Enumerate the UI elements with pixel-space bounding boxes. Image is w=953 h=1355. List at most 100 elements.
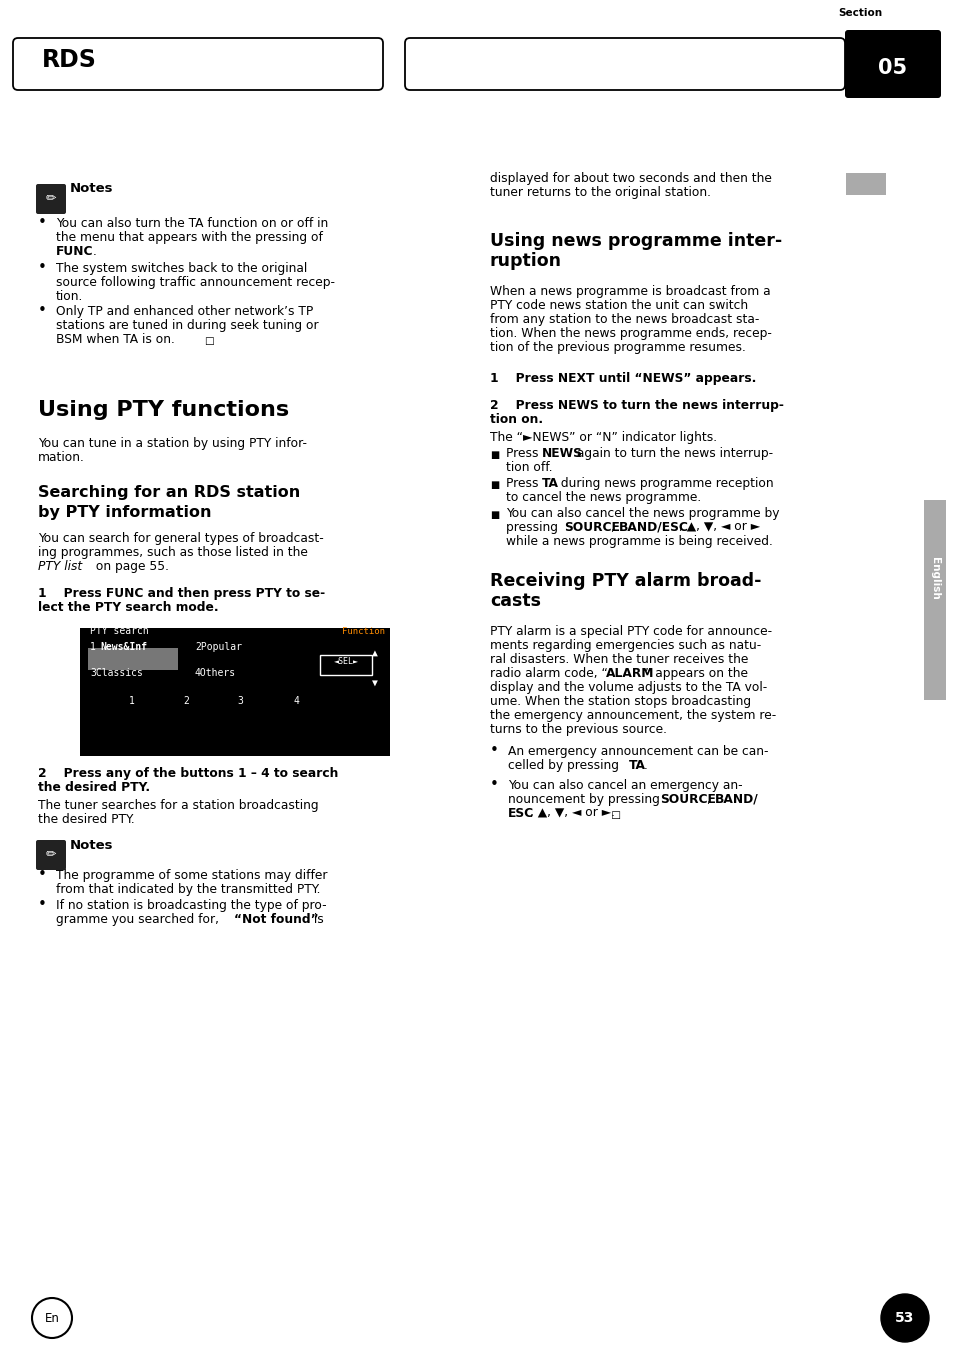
Text: When a news programme is broadcast from a: When a news programme is broadcast from …	[490, 285, 770, 298]
Text: Function: Function	[341, 627, 385, 635]
Text: casts: casts	[490, 592, 540, 610]
Text: BSM when TA is on.: BSM when TA is on.	[56, 333, 174, 346]
Text: mation.: mation.	[38, 451, 85, 463]
Text: .: .	[92, 245, 97, 257]
Text: ral disasters. When the tuner receives the: ral disasters. When the tuner receives t…	[490, 653, 747, 667]
Text: ■: ■	[490, 509, 498, 520]
Text: Using news programme inter-: Using news programme inter-	[490, 232, 781, 251]
Text: tion off.: tion off.	[505, 461, 552, 474]
Text: You can also turn the TA function on or off in: You can also turn the TA function on or …	[56, 217, 328, 230]
Text: during news programme reception: during news programme reception	[557, 477, 773, 491]
Text: is: is	[310, 913, 323, 925]
Text: tuner returns to the original station.: tuner returns to the original station.	[490, 186, 710, 199]
Text: from that indicated by the transmitted PTY.: from that indicated by the transmitted P…	[56, 883, 320, 896]
Text: •: •	[490, 776, 498, 793]
Text: The system switches back to the original: The system switches back to the original	[56, 262, 307, 275]
Text: Press: Press	[505, 447, 542, 459]
Text: •: •	[38, 897, 47, 912]
Text: 2Popular: 2Popular	[194, 642, 242, 652]
Text: tion of the previous programme resumes.: tion of the previous programme resumes.	[490, 341, 745, 354]
Text: from any station to the news broadcast sta-: from any station to the news broadcast s…	[490, 313, 759, 327]
Text: The tuner searches for a station broadcasting: The tuner searches for a station broadca…	[38, 799, 318, 812]
Text: The programme of some stations may differ: The programme of some stations may diffe…	[56, 869, 327, 882]
Text: 1: 1	[129, 696, 134, 706]
Text: to cancel the news programme.: to cancel the news programme.	[505, 491, 700, 504]
Text: the menu that appears with the pressing of: the menu that appears with the pressing …	[56, 230, 322, 244]
Text: 1    Press NEXT until “NEWS” appears.: 1 Press NEXT until “NEWS” appears.	[490, 373, 756, 385]
Text: PTY code news station the unit can switch: PTY code news station the unit can switc…	[490, 299, 747, 312]
Text: tion on.: tion on.	[490, 413, 542, 425]
Text: stations are tuned in during seek tuning or: stations are tuned in during seek tuning…	[56, 318, 318, 332]
Text: Press: Press	[505, 477, 542, 491]
Text: while a news programme is being received.: while a news programme is being received…	[505, 535, 772, 547]
Text: Notes: Notes	[70, 182, 113, 195]
Text: ments regarding emergencies such as natu-: ments regarding emergencies such as natu…	[490, 640, 760, 652]
Text: ✏: ✏	[46, 848, 56, 862]
Text: PTY search: PTY search	[90, 626, 149, 635]
Text: the desired PTY.: the desired PTY.	[38, 813, 134, 827]
Text: An emergency announcement can be can-: An emergency announcement can be can-	[507, 745, 768, 757]
Text: by PTY information: by PTY information	[38, 505, 212, 520]
Text: If no station is broadcasting the type of pro-: If no station is broadcasting the type o…	[56, 898, 326, 912]
Text: ✏: ✏	[46, 192, 56, 206]
Text: pressing: pressing	[505, 522, 561, 534]
Text: •: •	[38, 215, 47, 230]
Text: •: •	[490, 743, 498, 757]
FancyBboxPatch shape	[844, 30, 940, 98]
Text: ume. When the station stops broadcasting: ume. When the station stops broadcasting	[490, 695, 750, 709]
Text: ,: ,	[610, 522, 618, 534]
Text: ◄SEL►: ◄SEL►	[334, 657, 358, 667]
Text: Only TP and enhanced other network’s TP: Only TP and enhanced other network’s TP	[56, 305, 313, 318]
Text: Receiving PTY alarm broad-: Receiving PTY alarm broad-	[490, 572, 760, 589]
Text: Section: Section	[837, 8, 882, 18]
Text: turns to the previous source.: turns to the previous source.	[490, 724, 666, 736]
Text: Notes: Notes	[70, 839, 113, 852]
Text: PTY list: PTY list	[38, 560, 82, 573]
Circle shape	[32, 1298, 71, 1337]
Text: 53: 53	[894, 1312, 914, 1325]
Text: RDS: RDS	[42, 47, 97, 72]
Bar	[845, 173, 885, 195]
Text: ” appears on the: ” appears on the	[644, 667, 747, 680]
Text: ■: ■	[490, 450, 498, 459]
FancyBboxPatch shape	[36, 840, 66, 870]
Text: FUNC: FUNC	[56, 245, 93, 257]
Text: gramme you searched for,: gramme you searched for,	[56, 913, 223, 925]
Text: News&Inf: News&Inf	[100, 642, 147, 652]
Text: Using PTY functions: Using PTY functions	[38, 400, 289, 420]
Text: ■: ■	[490, 480, 498, 491]
Text: again to turn the news interrup-: again to turn the news interrup-	[573, 447, 772, 459]
Text: ALARM: ALARM	[605, 667, 654, 680]
Text: .: .	[643, 759, 647, 772]
Text: nouncement by pressing: nouncement by pressing	[507, 793, 663, 806]
Text: •: •	[38, 867, 47, 882]
Text: 1: 1	[90, 642, 95, 652]
Text: PTY alarm is a special PTY code for announce-: PTY alarm is a special PTY code for anno…	[490, 625, 771, 638]
Text: The “►NEWS” or “N” indicator lights.: The “►NEWS” or “N” indicator lights.	[490, 431, 717, 444]
Text: TA: TA	[628, 759, 645, 772]
Text: English: English	[929, 557, 939, 600]
Text: □: □	[204, 336, 213, 346]
Text: ▲: ▲	[372, 648, 377, 659]
Text: 2    Press NEWS to turn the news interrup-: 2 Press NEWS to turn the news interrup-	[490, 398, 783, 412]
Text: source following traffic announcement recep-: source following traffic announcement re…	[56, 276, 335, 289]
Text: lect the PTY search mode.: lect the PTY search mode.	[38, 602, 218, 614]
Text: on page 55.: on page 55.	[91, 560, 169, 573]
Text: , ▲, ▼, ◄ or ►: , ▲, ▼, ◄ or ►	[679, 522, 760, 534]
Text: radio alarm code, “: radio alarm code, “	[490, 667, 607, 680]
Bar	[80, 627, 390, 756]
Text: ESC: ESC	[507, 808, 534, 820]
Text: BAND/ESC: BAND/ESC	[618, 522, 688, 534]
Text: BAND/: BAND/	[714, 793, 758, 806]
Text: Searching for an RDS station: Searching for an RDS station	[38, 485, 300, 500]
Text: •: •	[38, 260, 47, 275]
Text: ,: ,	[706, 793, 714, 806]
Text: 3Classics: 3Classics	[90, 668, 143, 678]
Text: You can also cancel an emergency an-: You can also cancel an emergency an-	[507, 779, 741, 793]
Text: TA: TA	[541, 477, 558, 491]
Circle shape	[880, 1294, 928, 1341]
Text: tion. When the news programme ends, recep-: tion. When the news programme ends, rece…	[490, 327, 771, 340]
Text: •: •	[38, 304, 47, 318]
Text: You can also cancel the news programme by: You can also cancel the news programme b…	[505, 507, 779, 520]
Text: 2: 2	[183, 696, 189, 706]
